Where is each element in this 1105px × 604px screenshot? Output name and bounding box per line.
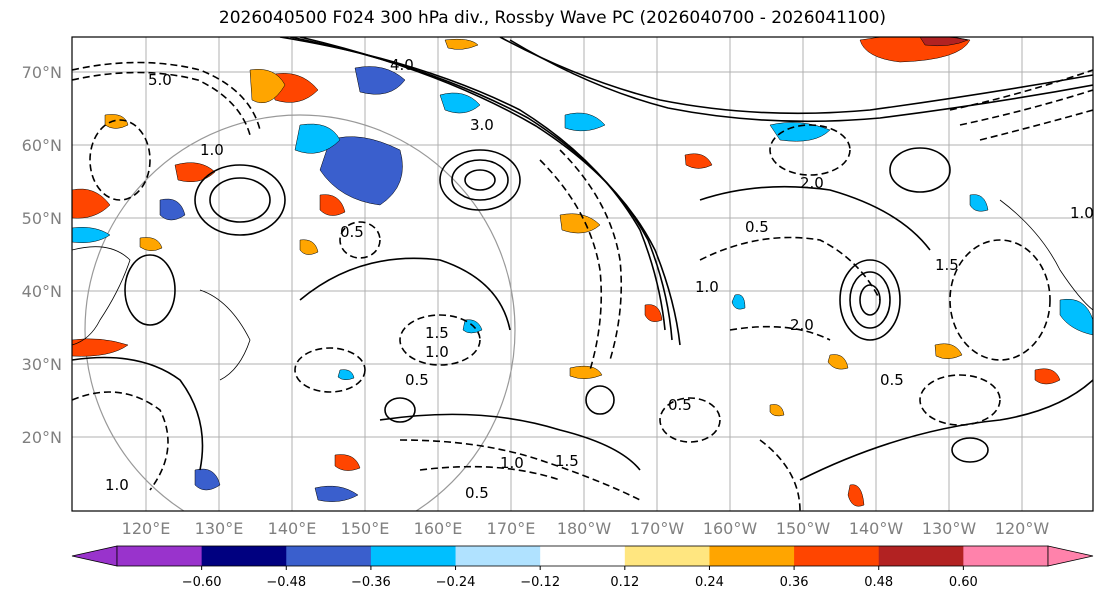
contours-dashed — [72, 61, 1093, 511]
pc-circle — [84, 114, 516, 511]
colorbar-swatch — [455, 546, 541, 566]
lat-label: 70°N — [22, 63, 62, 82]
colorbar-swatch — [963, 546, 1049, 566]
contour-label: 0.5 — [405, 371, 429, 389]
contour-labels: 5.0 1.0 0.5 1.5 2.0 3.0 4.0 1.0 0.5 1.5 … — [105, 56, 1094, 502]
colorbar-tick-label: 0.24 — [695, 575, 724, 590]
lat-label: 50°N — [22, 209, 62, 228]
lat-label: 30°N — [22, 355, 62, 374]
contour-label: 1.0 — [1070, 204, 1094, 222]
map-title: 2026040500 F024 300 hPa div., Rossby Wav… — [218, 8, 887, 28]
colorbar-swatch — [794, 546, 880, 566]
colorbar-tick-label: 0.12 — [610, 575, 639, 590]
contours-solid — [72, 37, 1093, 481]
colorbar-swatch — [878, 546, 964, 566]
colorbar-swatch — [540, 546, 626, 566]
lon-label: 130°W — [922, 519, 977, 538]
contour-label: 0.5 — [465, 484, 489, 502]
divergence-negative — [72, 66, 1093, 502]
contour-label: 3.0 — [470, 116, 494, 134]
lon-label: 160°E — [414, 519, 463, 538]
divergence-positive — [72, 37, 1061, 507]
contour-label: 0.5 — [745, 218, 769, 236]
contour-label: 1.0 — [500, 454, 524, 472]
colorbar-tick-label: −0.36 — [351, 575, 391, 590]
lon-label: 150°E — [341, 519, 390, 538]
lon-label: 180°W — [557, 519, 612, 538]
colorbar-tick-label: −0.60 — [182, 575, 222, 590]
map-border — [71, 36, 1094, 512]
colorbar-swatches — [116, 545, 1049, 567]
colorbar-ticks: −0.60 −0.48 −0.36 −0.24 −0.12 0.12 0.24 0.36 0.4… — [182, 566, 978, 590]
contour-label: 1.5 — [935, 256, 959, 274]
lon-label: 150°W — [776, 519, 831, 538]
contour-label: 0.5 — [668, 396, 692, 414]
colorbar-swatch — [286, 546, 372, 566]
contour-label: 1.5 — [425, 324, 449, 342]
lon-label: 120°E — [122, 519, 171, 538]
map-area — [72, 37, 1093, 511]
colorbar-swatch — [117, 546, 203, 566]
contour-label: 1.0 — [105, 476, 129, 494]
colorbar-tick-label: 0.60 — [949, 575, 978, 590]
latitude-labels: 70°N 60°N 50°N 40°N 30°N 20°N — [22, 63, 62, 447]
lat-label: 60°N — [22, 136, 62, 155]
lon-label: 130°E — [195, 519, 244, 538]
lon-label: 140°E — [268, 519, 317, 538]
lat-label: 40°N — [22, 282, 62, 301]
colorbar-swatch — [624, 546, 710, 566]
lon-label: 160°W — [703, 519, 758, 538]
lon-label: 170°W — [630, 519, 685, 538]
contour-label: 1.0 — [425, 343, 449, 361]
coastlines — [72, 199, 1093, 381]
longitude-labels: 120°E 130°E 140°E 150°E 160°E 170°E 180°… — [122, 519, 1050, 538]
contour-label: 1.0 — [695, 278, 719, 296]
colorbar-tick-label: −0.12 — [520, 575, 560, 590]
colorbar-max-extension — [1047, 545, 1094, 567]
contour-label: 1.5 — [555, 452, 579, 470]
colorbar-swatch — [370, 546, 457, 566]
lon-label: 140°W — [849, 519, 904, 538]
colorbar-swatch — [709, 546, 795, 566]
contour-label: 0.5 — [340, 223, 364, 241]
lat-label: 20°N — [22, 428, 62, 447]
contour-label: 4.0 — [390, 56, 414, 74]
colorbar-tick-label: −0.48 — [266, 575, 306, 590]
lon-label: 170°E — [487, 519, 536, 538]
contour-label: 0.5 — [880, 371, 904, 389]
colorbar-tick-label: −0.24 — [436, 575, 476, 590]
colorbar-tick-label: 0.48 — [864, 575, 893, 590]
contour-label: 1.0 — [200, 141, 224, 159]
contour-label: 2.0 — [800, 174, 824, 192]
colorbar-min-extension — [71, 545, 118, 567]
colorbar-tick-label: 0.36 — [780, 575, 809, 590]
lon-label: 120°W — [995, 519, 1050, 538]
colorbar-swatch — [201, 546, 287, 566]
contour-label: 2.0 — [790, 316, 814, 334]
colorbar: −0.60 −0.48 −0.36 −0.24 −0.12 0.12 0.24 0.36 0.4… — [71, 545, 1094, 590]
contour-label: 5.0 — [148, 71, 172, 89]
